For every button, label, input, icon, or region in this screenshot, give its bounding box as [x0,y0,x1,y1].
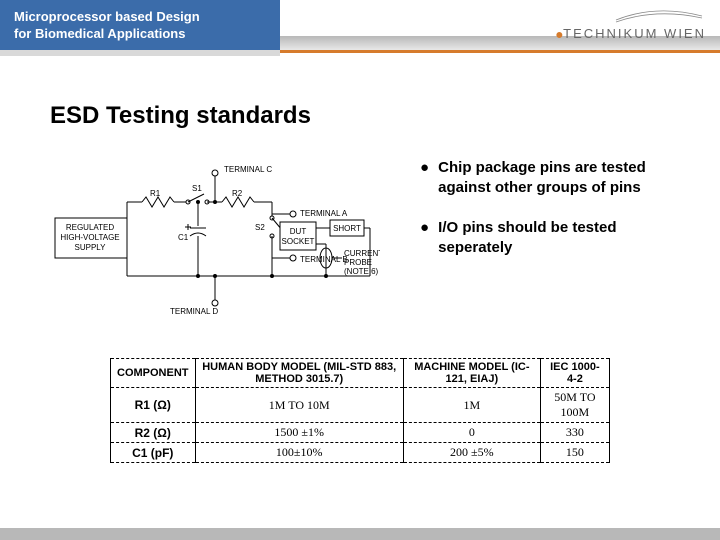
content-area: R1 S1 R2 S2 C1 TERMINAL C TERMINAL A TER… [50,158,670,328]
col-header: HUMAN BODY MODEL (MIL-STD 883, METHOD 30… [195,359,403,388]
header-title-box: Microprocessor based Design for Biomedic… [0,0,280,50]
label-s2: S2 [255,223,265,232]
label-supply-3: SUPPLY [75,243,107,252]
bullet-item: ● Chip package pins are tested against o… [420,158,648,198]
logo-name: TECHNIKUM WIEN [563,26,706,41]
logo-swoosh-icon [606,6,706,24]
label-supply-1: REGULATED [66,223,115,232]
row-header: R1 (Ω) [111,388,196,423]
row-header: C1 (pF) [111,443,196,463]
label-terminal-a: TERMINAL A [300,209,348,218]
label-r2: R2 [232,189,243,198]
bullet-item: ● I/O pins should be tested seperately [420,218,648,258]
standards-table-wrap: COMPONENT HUMAN BODY MODEL (MIL-STD 883,… [110,358,610,463]
col-header: IEC 1000-4-2 [540,359,609,388]
cell: 1M [403,388,540,423]
cell: 200 ±5% [403,443,540,463]
footer-bar [0,528,720,540]
cell: 1500 ±1% [195,423,403,443]
bullet-text: I/O pins should be tested seperately [438,218,648,258]
table-row: R2 (Ω) 1500 ±1% 0 330 [111,423,610,443]
table-row: R1 (Ω) 1M TO 10M 1M 50M TO 100M [111,388,610,423]
label-supply-2: HIGH-VOLTAGE [60,233,119,242]
bullet-dot-icon: ● [420,158,434,178]
col-header: MACHINE MODEL (IC-121, EIAJ) [403,359,540,388]
cell: 330 [540,423,609,443]
label-dut-1: DUT [290,227,307,236]
slide-header: Microprocessor based Design for Biomedic… [0,0,720,62]
header-title-line2: for Biomedical Applications [14,26,185,41]
label-probe-1: CURRENT [344,249,380,258]
label-probe-3: (NOTE 6) [344,267,379,276]
header-title-line1: Microprocessor based Design [14,9,200,24]
label-c1: C1 [178,233,189,242]
label-short: SHORT [333,224,361,233]
standards-table: COMPONENT HUMAN BODY MODEL (MIL-STD 883,… [110,358,610,463]
header-underbar [0,50,280,56]
slide-title: ESD Testing standards [50,102,720,130]
cell: 0 [403,423,540,443]
logo: •TECHNIKUM WIEN [555,6,706,41]
bullet-dot-icon: ● [420,218,434,238]
label-terminal-c: TERMINAL C [224,165,272,174]
bullet-list: ● Chip package pins are tested against o… [420,158,648,328]
label-s1: S1 [192,184,202,193]
label-terminal-b: TERMINAL B [300,255,348,264]
row-header: R2 (Ω) [111,423,196,443]
table-row: C1 (pF) 100±10% 200 ±5% 150 [111,443,610,463]
circuit-diagram: R1 S1 R2 S2 C1 TERMINAL C TERMINAL A TER… [50,158,380,328]
cell: 50M TO 100M [540,388,609,423]
table-header-row: COMPONENT HUMAN BODY MODEL (MIL-STD 883,… [111,359,610,388]
bullet-text: Chip package pins are tested against oth… [438,158,648,198]
cell: 1M TO 10M [195,388,403,423]
cell: 150 [540,443,609,463]
header-orange-bar [280,50,720,53]
col-header: COMPONENT [111,359,196,388]
cell: 100±10% [195,443,403,463]
logo-dot-icon: • [555,23,563,48]
label-probe-2: PROBE [344,258,372,267]
label-terminal-d: TERMINAL D [170,307,218,316]
label-dut-2: SOCKET [282,237,315,246]
label-r1: R1 [150,189,161,198]
